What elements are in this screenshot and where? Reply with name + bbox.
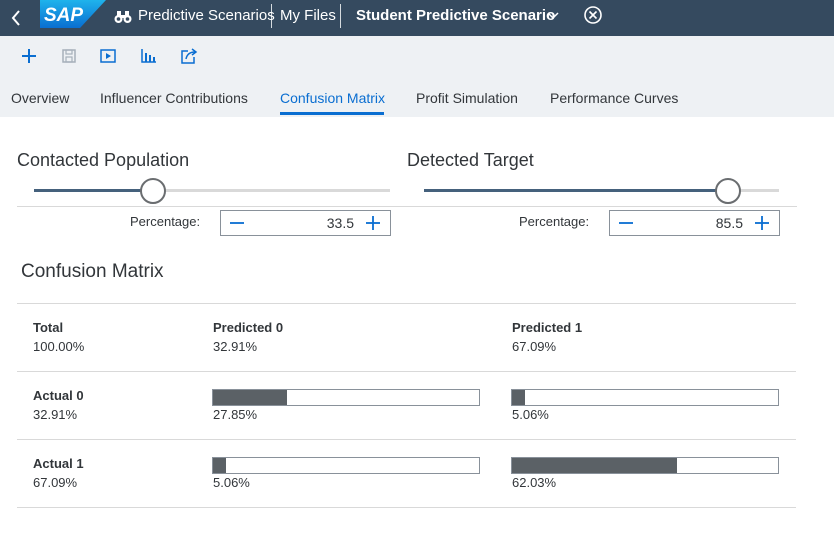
chevron-down-icon[interactable] bbox=[546, 10, 560, 22]
close-circle-icon[interactable] bbox=[583, 5, 603, 25]
detected-slider-fill bbox=[424, 189, 728, 192]
cell-bar-fill bbox=[512, 390, 526, 405]
row-actual-0-value: 32.91% bbox=[33, 407, 78, 422]
confusion-matrix-title: Confusion Matrix bbox=[21, 261, 164, 282]
cell-bar-actual1-pred0 bbox=[212, 457, 480, 474]
detected-percentage-value[interactable]: 85.5 bbox=[715, 215, 743, 231]
chart-icon[interactable] bbox=[139, 46, 159, 66]
binoculars-icon bbox=[114, 11, 132, 23]
contacted-slider-track[interactable] bbox=[34, 189, 390, 192]
divider bbox=[405, 206, 797, 207]
row-actual-1-value: 67.09% bbox=[33, 475, 78, 490]
header-predicted-1-label: Predicted 1 bbox=[512, 320, 583, 335]
detected-percentage-stepper[interactable]: 85.5 bbox=[609, 210, 780, 236]
divider bbox=[17, 206, 405, 207]
detected-target-title: Detected Target bbox=[407, 150, 534, 170]
cell-bar-actual0-pred1 bbox=[511, 389, 779, 406]
matrix-rule bbox=[17, 439, 796, 440]
matrix-rule bbox=[17, 371, 796, 372]
header-predicted-0-value: 32.91% bbox=[213, 339, 258, 354]
contacted-slider-fill bbox=[34, 189, 154, 192]
save-icon[interactable] bbox=[59, 46, 79, 66]
header-predicted-1-value: 67.09% bbox=[512, 339, 557, 354]
cell-bar-fill bbox=[213, 458, 227, 473]
app-title[interactable]: Predictive Scenarios bbox=[138, 7, 275, 24]
cell-bar-actual0-pred0 bbox=[212, 389, 480, 406]
tab-performance-curves[interactable]: Performance Curves bbox=[550, 90, 679, 106]
decrement-icon[interactable] bbox=[226, 213, 248, 233]
row-actual-1-label: Actual 1 bbox=[33, 456, 84, 471]
run-icon[interactable] bbox=[98, 46, 118, 66]
back-icon[interactable] bbox=[6, 6, 28, 30]
cell-value-actual0-pred0: 27.85% bbox=[213, 407, 258, 422]
cell-bar-actual1-pred1 bbox=[511, 457, 779, 474]
contacted-percentage-label: Percentage: bbox=[130, 214, 201, 229]
row-actual-0-label: Actual 0 bbox=[33, 388, 84, 403]
header-predicted-0-label: Predicted 0 bbox=[213, 320, 284, 335]
decrement-icon[interactable] bbox=[615, 213, 637, 233]
add-icon[interactable] bbox=[19, 46, 39, 66]
header-total-value: 100.00% bbox=[33, 339, 85, 354]
contacted-percentage-stepper[interactable]: 33.5 bbox=[220, 210, 391, 236]
svg-text:SAP: SAP bbox=[44, 5, 83, 26]
toolbar-area bbox=[0, 36, 834, 117]
tab-profit-simulation[interactable]: Profit Simulation bbox=[416, 90, 518, 106]
share-icon[interactable] bbox=[179, 46, 199, 66]
detected-slider-track[interactable] bbox=[424, 189, 779, 192]
cell-value-actual1-pred0: 5.06% bbox=[213, 475, 250, 490]
tab-confusion-matrix[interactable]: Confusion Matrix bbox=[280, 90, 386, 106]
cell-value-actual1-pred1: 62.03% bbox=[512, 475, 557, 490]
scenario-title[interactable]: Student Predictive Scenario bbox=[356, 7, 556, 24]
active-tab-indicator bbox=[280, 112, 384, 115]
cell-bar-fill bbox=[213, 390, 288, 405]
shell-bar: SAP Predictive Scenarios My Files Studen… bbox=[0, 0, 834, 36]
cell-bar-fill bbox=[512, 458, 677, 473]
contacted-population-title: Contacted Population bbox=[17, 150, 190, 170]
detected-slider-handle[interactable] bbox=[714, 178, 741, 204]
shell-separator bbox=[340, 4, 341, 28]
contacted-slider-handle[interactable] bbox=[140, 178, 167, 204]
detected-percentage-label: Percentage: bbox=[519, 214, 590, 229]
increment-icon[interactable] bbox=[751, 213, 773, 233]
breadcrumb-my-files[interactable]: My Files bbox=[280, 7, 336, 24]
sap-logo: SAP bbox=[40, 0, 106, 28]
shell-separator bbox=[271, 4, 272, 28]
contacted-percentage-value[interactable]: 33.5 bbox=[326, 215, 354, 231]
tab-bar: Overview Influencer Contributions Confus… bbox=[0, 86, 834, 117]
header-total-label: Total bbox=[33, 320, 64, 335]
tab-overview[interactable]: Overview bbox=[11, 90, 70, 106]
increment-icon[interactable] bbox=[362, 213, 384, 233]
matrix-rule bbox=[17, 507, 796, 508]
cell-value-actual0-pred1: 5.06% bbox=[512, 407, 549, 422]
matrix-rule bbox=[17, 303, 796, 304]
tab-influencer-contributions[interactable]: Influencer Contributions bbox=[100, 90, 248, 106]
